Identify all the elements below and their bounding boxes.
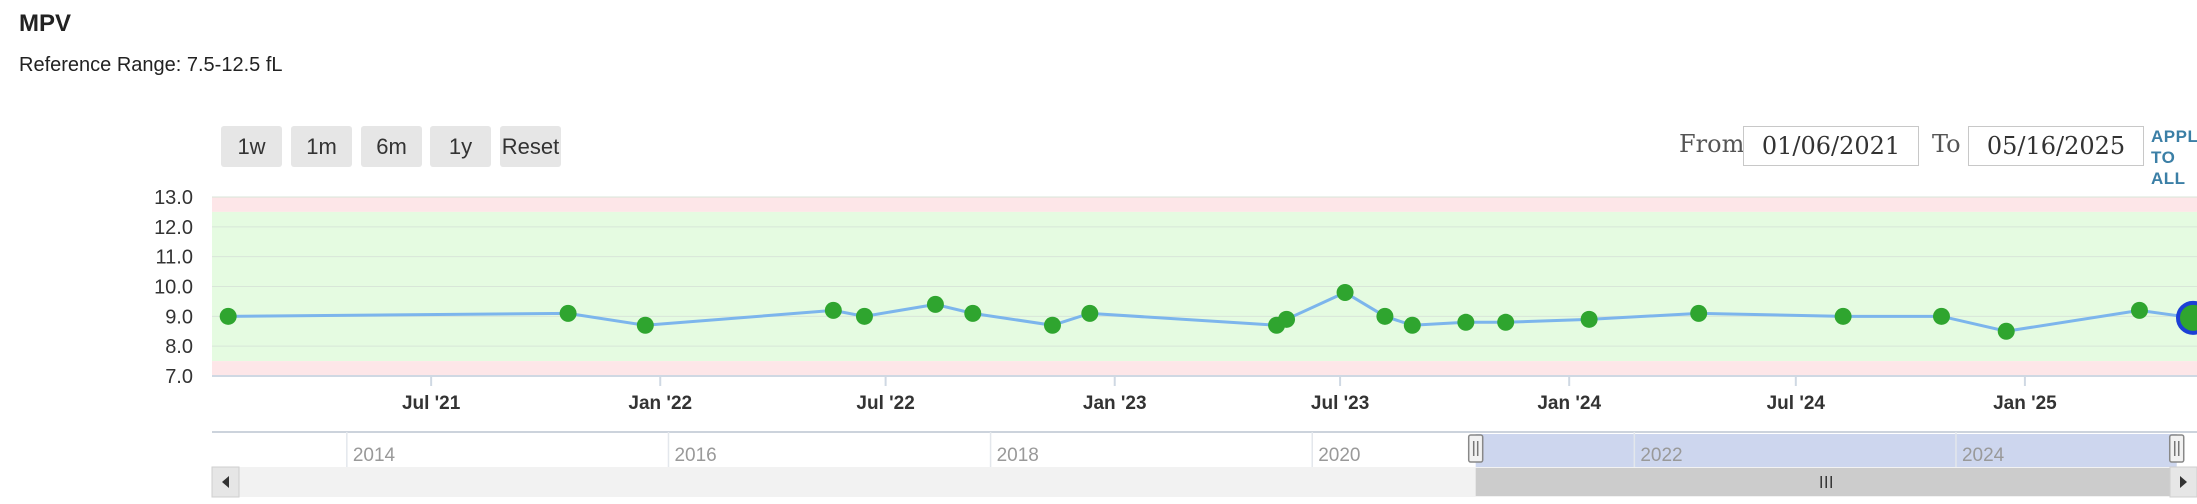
x-tick-label: Jul '24 xyxy=(1767,393,1826,414)
navigator-left-handle[interactable] xyxy=(1467,434,1484,463)
triangle-left-icon xyxy=(222,476,229,488)
from-date-input[interactable] xyxy=(1743,126,1919,166)
data-point[interactable] xyxy=(1997,322,2015,340)
navigator-year-label: 2022 xyxy=(1640,445,1682,466)
y-tick-label: 7.0 xyxy=(165,366,193,388)
x-tick-label: Jan '22 xyxy=(628,393,692,414)
grip-lines-icon xyxy=(1820,476,1832,488)
data-point[interactable] xyxy=(1932,307,1950,325)
x-tick-label: Jan '25 xyxy=(1993,393,2057,414)
y-tick-label: 13.0 xyxy=(154,187,193,209)
chart-title: MPV xyxy=(19,10,72,37)
y-tick-label: 10.0 xyxy=(154,277,193,299)
x-tick-label: Jul '23 xyxy=(1311,393,1369,414)
range-button-reset[interactable]: Reset xyxy=(500,126,561,167)
x-tick-label: Jan '23 xyxy=(1083,393,1147,414)
data-point[interactable] xyxy=(1278,310,1296,328)
data-point[interactable] xyxy=(219,307,237,325)
x-tick-label: Jul '21 xyxy=(402,393,461,414)
from-label: From xyxy=(1679,130,1745,158)
data-point[interactable] xyxy=(559,304,577,322)
y-tick-label: 12.0 xyxy=(154,217,193,239)
navigator-year-label: 2020 xyxy=(1318,445,1360,466)
range-button-6m[interactable]: 6m xyxy=(361,126,422,167)
data-point[interactable] xyxy=(1081,304,1099,322)
navigator-year-label: 2018 xyxy=(997,445,1039,466)
navigator-year-label: 2014 xyxy=(353,445,396,466)
data-point[interactable] xyxy=(824,301,842,319)
scroll-right-button[interactable] xyxy=(2169,466,2197,498)
data-point[interactable] xyxy=(1834,307,1852,325)
data-point[interactable] xyxy=(1497,313,1515,331)
range-button-1m[interactable]: 1m xyxy=(291,126,352,167)
navigator-year-label: 2024 xyxy=(1962,445,2005,466)
x-tick-label: Jul '22 xyxy=(856,393,914,414)
range-button-1w[interactable]: 1w xyxy=(221,126,282,167)
data-point[interactable] xyxy=(636,316,654,334)
data-point[interactable] xyxy=(1336,283,1354,301)
data-point[interactable] xyxy=(2130,301,2148,319)
navigator-right-handle[interactable] xyxy=(2168,434,2185,463)
data-point[interactable] xyxy=(1690,304,1708,322)
navigator-year-label: 2016 xyxy=(674,445,716,466)
data-point[interactable] xyxy=(1457,313,1475,331)
data-point[interactable] xyxy=(964,304,982,322)
apply-to-all-button[interactable]: APPLY TO ALL xyxy=(2151,127,2197,188)
data-point[interactable] xyxy=(855,307,873,325)
data-point-selected[interactable] xyxy=(2176,300,2197,335)
range-button-1y[interactable]: 1y xyxy=(430,126,491,167)
to-label: To xyxy=(1932,130,1961,158)
to-date-input[interactable] xyxy=(1968,126,2144,166)
navigator-selection[interactable] xyxy=(1475,434,2177,467)
low-abnormal-band xyxy=(212,361,2197,376)
x-tick-label: Jan '24 xyxy=(1537,393,1601,414)
y-tick-label: 9.0 xyxy=(165,306,193,328)
data-point[interactable] xyxy=(926,295,944,313)
data-point[interactable] xyxy=(1043,316,1061,334)
data-point[interactable] xyxy=(1376,307,1394,325)
triangle-right-icon xyxy=(2180,476,2187,488)
y-tick-label: 8.0 xyxy=(165,336,193,358)
y-tick-label: 11.0 xyxy=(156,247,193,269)
scroll-left-button[interactable] xyxy=(211,466,240,498)
data-point[interactable] xyxy=(1403,316,1421,334)
high-abnormal-band xyxy=(212,197,2197,212)
reference-range: Reference Range: 7.5-12.5 fL xyxy=(19,54,283,76)
data-point[interactable] xyxy=(1580,310,1598,328)
